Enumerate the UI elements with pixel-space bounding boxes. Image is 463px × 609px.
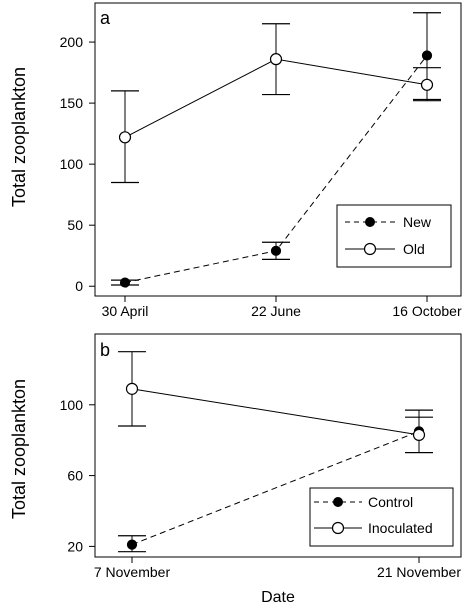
- panel-b-letter: b: [100, 340, 110, 360]
- legend-control-label: Control: [368, 494, 413, 510]
- panel-b-y-axis: 20 60 100: [60, 397, 95, 554]
- panel-a-letter: a: [100, 8, 111, 28]
- panel-a-old-point: [269, 53, 283, 66]
- panel-b-x-tick-label: 7 November: [94, 564, 171, 580]
- panel-a-y-tick-label: 150: [60, 95, 84, 111]
- legend-control-marker: [333, 497, 343, 507]
- panel-b-x-axis: 7 November 21 November: [94, 557, 461, 580]
- panel-a-y-axis: 0 50 100 150 200: [60, 34, 95, 294]
- panel-a-new-point: [119, 277, 131, 288]
- panel-a-series: [111, 12, 441, 288]
- panel-a-new-point: [421, 50, 433, 61]
- panel-a: a Total zooplankton 0 50 100 150 200 30 Apri…: [9, 2, 462, 319]
- panel-a-frame: [94, 2, 462, 297]
- panel-a-x-tick-label: 22 June: [251, 303, 301, 319]
- panel-a-old-point: [420, 78, 434, 91]
- panel-a-x-tick-label: 30 April: [102, 303, 149, 319]
- panel-b-x-tick-label: 21 November: [377, 564, 461, 580]
- panel-b-legend-box: [309, 487, 454, 547]
- panel-a-y-tick-label: 50: [67, 217, 83, 233]
- panel-b-y-axis-label: Total zooplankton: [9, 379, 29, 519]
- panel-a-y-tick-label: 200: [60, 34, 84, 50]
- panel-a-legend: New Old: [336, 204, 452, 268]
- legend-inoculated-label: Inoculated: [368, 520, 433, 536]
- panel-b: b Total zooplankton 20 60 100 7 November 21…: [9, 333, 462, 606]
- panel-b-inoculated-point: [412, 428, 426, 441]
- panel-b-y-tick-label: 100: [60, 397, 84, 413]
- panel-a-old-point: [118, 131, 132, 144]
- panel-b-series: [118, 351, 433, 553]
- panel-b-frame: [94, 333, 462, 558]
- legend-new-marker: [365, 217, 375, 227]
- panel-a-legend-box: [336, 204, 452, 268]
- panel-b-series-inoculated-line: [131, 388, 420, 436]
- panel-a-x-axis: 30 April 22 June 16 October: [102, 296, 462, 319]
- x-axis-title: Date: [261, 589, 295, 606]
- legend-inoculated-marker: [331, 521, 345, 535]
- panel-a-y-tick-label: 100: [60, 156, 84, 172]
- panel-b-legend: Control Inoculated: [309, 487, 454, 547]
- panel-b-y-tick-label: 20: [67, 538, 83, 554]
- panel-b-control-point: [126, 539, 138, 550]
- panel-b-series-control-line: [131, 430, 420, 546]
- panel-a-y-axis-label: Total zooplankton: [9, 67, 29, 207]
- panel-b-y-tick-label: 60: [67, 468, 83, 484]
- panel-a-x-tick-label: 16 October: [392, 303, 462, 319]
- legend-new-label: New: [403, 214, 432, 230]
- legend-old-label: Old: [403, 241, 425, 257]
- legend-old-marker: [363, 242, 377, 256]
- panel-a-y-tick-label: 0: [75, 278, 83, 294]
- panel-a-new-point: [270, 245, 282, 256]
- panel-b-inoculated-point: [125, 382, 139, 395]
